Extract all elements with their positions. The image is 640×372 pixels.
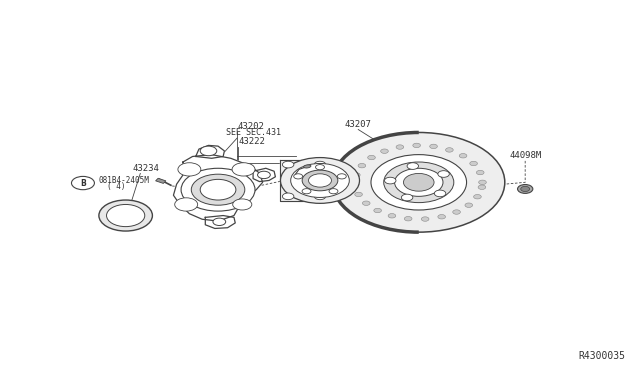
Text: R4300035: R4300035 [579,352,626,361]
Circle shape [470,161,477,166]
Circle shape [476,170,484,175]
Circle shape [213,218,226,225]
Circle shape [362,201,370,205]
Circle shape [181,168,255,211]
Polygon shape [196,145,225,158]
Circle shape [374,208,381,213]
Circle shape [452,210,460,214]
Circle shape [438,215,445,219]
Circle shape [302,170,338,191]
Bar [156,178,166,183]
Text: SEE SEC.431: SEE SEC.431 [225,128,280,137]
Circle shape [394,168,443,196]
Circle shape [353,173,360,177]
Circle shape [191,174,245,205]
Circle shape [465,203,472,208]
Text: 43234: 43234 [132,164,159,173]
Circle shape [233,199,252,210]
Circle shape [291,163,349,198]
Circle shape [407,163,419,169]
Circle shape [521,186,530,192]
Circle shape [403,173,434,191]
Circle shape [460,154,467,158]
Circle shape [401,194,413,201]
Circle shape [257,171,270,179]
Circle shape [314,193,326,200]
Circle shape [302,189,311,194]
Text: 44098M: 44098M [509,151,541,160]
Circle shape [175,198,198,211]
Circle shape [478,185,486,189]
Polygon shape [253,168,275,182]
Circle shape [404,217,412,221]
Circle shape [518,185,533,193]
Circle shape [396,145,404,149]
Circle shape [337,174,346,179]
Circle shape [445,148,453,152]
Polygon shape [280,160,326,201]
Text: 081B4-2405M: 081B4-2405M [99,176,149,185]
Circle shape [381,149,388,153]
Circle shape [178,163,201,176]
Circle shape [314,161,326,168]
Circle shape [351,183,359,187]
Text: 43222: 43222 [239,137,266,146]
Circle shape [72,176,95,190]
Circle shape [333,132,505,232]
Polygon shape [205,215,236,228]
Circle shape [106,205,145,227]
Text: 43202: 43202 [237,122,264,131]
Circle shape [232,163,255,176]
Circle shape [282,193,294,200]
Text: 43207: 43207 [345,120,372,129]
Polygon shape [173,155,262,221]
Circle shape [429,144,437,148]
Circle shape [316,164,324,170]
Circle shape [435,190,446,197]
Circle shape [282,161,294,168]
Circle shape [479,180,486,185]
Polygon shape [314,170,346,191]
Circle shape [99,200,152,231]
Text: ( 4): ( 4) [106,182,125,191]
Circle shape [280,158,360,203]
Circle shape [200,146,217,156]
Circle shape [358,163,365,168]
Circle shape [308,174,332,187]
Circle shape [388,214,396,218]
Circle shape [438,171,449,177]
Circle shape [421,217,429,221]
Circle shape [371,155,467,210]
Circle shape [474,195,481,199]
Circle shape [413,143,420,148]
Circle shape [329,189,338,194]
Circle shape [368,155,375,160]
Ellipse shape [303,165,311,168]
Circle shape [200,179,236,200]
Text: B: B [80,179,86,187]
Circle shape [294,174,303,179]
Circle shape [355,192,362,197]
Circle shape [384,162,454,203]
Circle shape [385,177,396,184]
